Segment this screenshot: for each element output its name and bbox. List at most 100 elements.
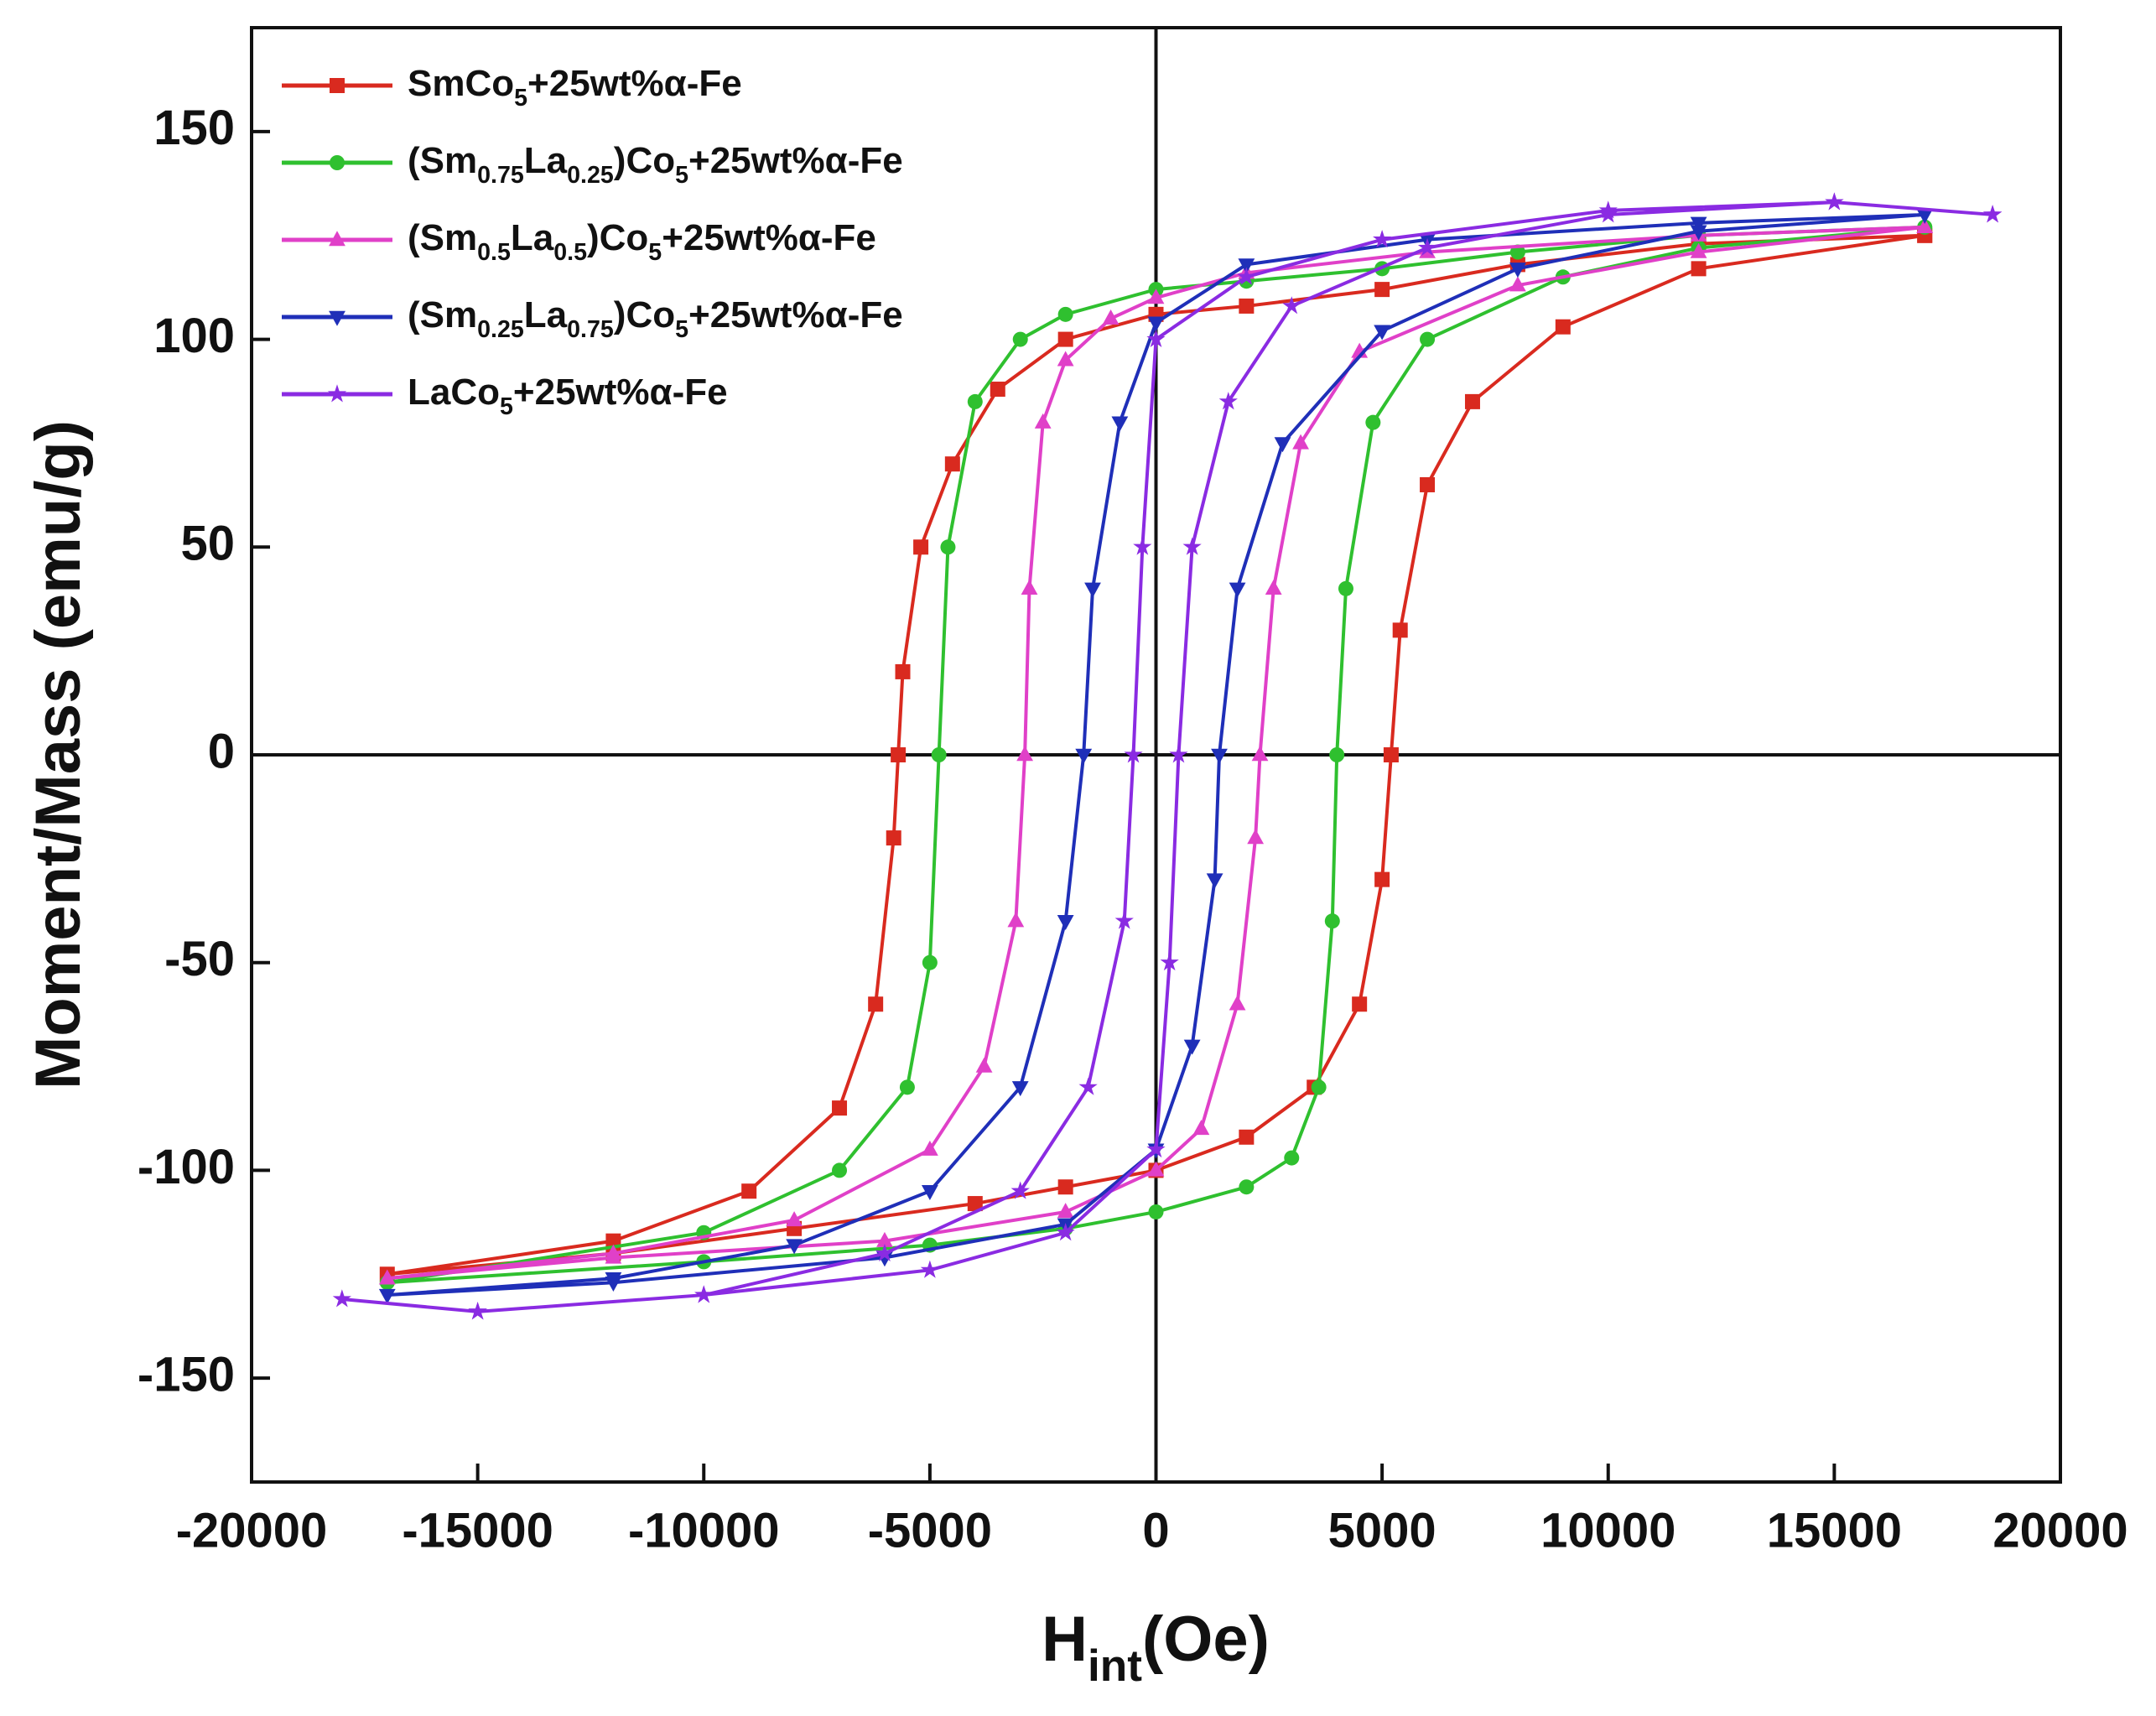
y-tick-label: 0: [208, 724, 235, 778]
y-tick-label: -100: [138, 1140, 235, 1194]
marker: [1057, 306, 1073, 322]
marker: [1057, 1179, 1073, 1195]
x-tick-label: -5000: [868, 1503, 992, 1557]
marker: [1598, 205, 1618, 223]
marker: [1010, 1181, 1030, 1199]
x-tick-label: 5000: [1328, 1503, 1436, 1557]
marker: [1084, 582, 1101, 598]
marker: [1916, 218, 1934, 234]
marker: [1102, 309, 1120, 325]
marker: [1690, 242, 1707, 258]
legend-label: (Sm0.25La0.75)Co5+25wt%α-Fe: [408, 294, 903, 343]
marker: [1251, 746, 1269, 762]
x-tick-label: 15000: [1767, 1503, 1902, 1557]
y-tick-label: -50: [164, 932, 235, 986]
legend-label: (Sm0.5La0.5)Co5+25wt%α-Fe: [408, 217, 876, 266]
marker: [1374, 325, 1391, 341]
series: [378, 218, 1934, 1285]
marker: [895, 663, 911, 679]
y-tick-label: -150: [138, 1347, 235, 1401]
marker: [1374, 282, 1390, 298]
marker: [1916, 208, 1934, 224]
marker: [1825, 192, 1844, 211]
marker: [967, 393, 983, 409]
marker: [1133, 537, 1152, 555]
marker: [1114, 911, 1134, 929]
legend-marker: [329, 310, 345, 326]
marker: [1374, 871, 1390, 887]
marker: [1147, 289, 1165, 304]
marker: [1239, 1179, 1255, 1195]
marker: [886, 830, 901, 846]
marker: [1211, 748, 1228, 764]
marker: [1229, 582, 1246, 598]
marker: [1169, 745, 1188, 763]
marker: [1057, 331, 1073, 347]
y-tick-label: 100: [153, 309, 235, 363]
marker: [1420, 476, 1436, 492]
marker: [1057, 1203, 1074, 1219]
marker: [786, 1239, 803, 1255]
marker: [1011, 1081, 1029, 1097]
marker: [944, 456, 960, 472]
marker: [975, 1057, 993, 1073]
marker: [920, 1260, 940, 1278]
marker: [1338, 580, 1353, 596]
legend-label: SmCo5+25wt%α-Fe: [408, 63, 742, 112]
marker: [378, 1288, 396, 1304]
marker: [1146, 1139, 1166, 1158]
marker: [1183, 1039, 1201, 1055]
marker: [605, 1276, 622, 1292]
marker: [1265, 580, 1282, 595]
marker: [1691, 261, 1707, 277]
marker: [921, 1185, 938, 1200]
marker: [967, 1196, 983, 1212]
marker: [1383, 747, 1399, 762]
y-tick-label: 150: [153, 101, 235, 155]
marker: [1464, 393, 1480, 409]
marker: [1311, 1079, 1327, 1095]
legend-label: LaCo5+25wt%α-Fe: [408, 372, 728, 420]
marker: [1124, 745, 1143, 763]
marker: [1247, 829, 1265, 845]
marker: [876, 1231, 893, 1247]
marker: [1555, 319, 1571, 335]
legend-marker: [330, 155, 345, 170]
marker: [1147, 316, 1165, 332]
x-tick-label: -15000: [402, 1503, 553, 1557]
marker: [1282, 296, 1301, 315]
marker: [1239, 298, 1255, 314]
marker: [1509, 263, 1526, 278]
series-line: [387, 233, 1925, 1277]
marker: [1034, 413, 1052, 429]
marker: [1147, 1161, 1165, 1177]
marker: [1148, 1204, 1164, 1219]
marker: [899, 1079, 915, 1095]
marker: [1392, 622, 1408, 638]
marker: [1284, 1150, 1300, 1166]
marker: [1239, 1129, 1255, 1145]
x-tick-label: 10000: [1540, 1503, 1675, 1557]
marker: [1420, 331, 1436, 347]
marker: [832, 1162, 848, 1178]
marker: [332, 1289, 351, 1308]
marker: [786, 1211, 803, 1227]
marker: [1372, 229, 1392, 248]
x-axis-label: Hint(Oe): [1042, 1604, 1270, 1690]
y-axis-label: Moment/Mass (emu/g): [23, 420, 94, 1089]
series-line: [387, 225, 1925, 1281]
marker: [1056, 1223, 1075, 1241]
marker: [1365, 414, 1381, 430]
marker: [1238, 258, 1255, 274]
x-tick-label: 0: [1142, 1503, 1169, 1557]
marker: [940, 539, 956, 555]
marker: [1182, 537, 1202, 555]
marker: [1324, 913, 1340, 929]
marker: [891, 747, 907, 762]
marker: [922, 954, 938, 970]
marker: [1690, 216, 1707, 232]
marker: [378, 1269, 396, 1285]
marker: [1007, 912, 1025, 928]
